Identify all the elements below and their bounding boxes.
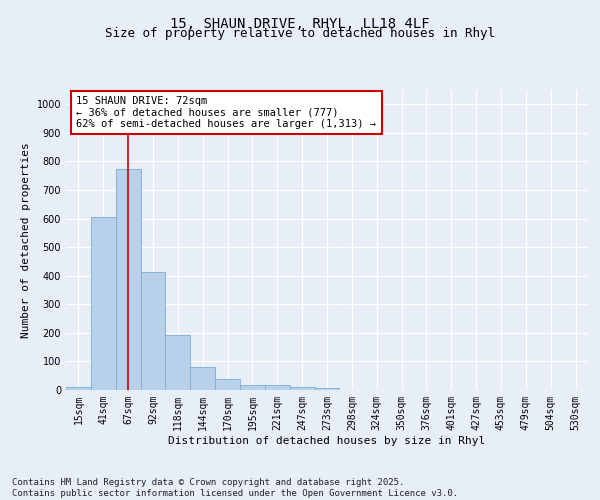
Bar <box>66 386 91 390</box>
Text: Size of property relative to detached houses in Rhyl: Size of property relative to detached ho… <box>105 28 495 40</box>
Bar <box>240 385 265 390</box>
Bar <box>116 168 140 390</box>
Bar <box>166 335 190 390</box>
Bar <box>290 386 314 390</box>
Bar <box>314 388 340 390</box>
Text: Contains HM Land Registry data © Crown copyright and database right 2025.
Contai: Contains HM Land Registry data © Crown c… <box>12 478 458 498</box>
Bar <box>190 367 215 390</box>
Text: 15 SHAUN DRIVE: 72sqm
← 36% of detached houses are smaller (777)
62% of semi-det: 15 SHAUN DRIVE: 72sqm ← 36% of detached … <box>76 96 376 129</box>
X-axis label: Distribution of detached houses by size in Rhyl: Distribution of detached houses by size … <box>169 436 485 446</box>
Text: 15, SHAUN DRIVE, RHYL, LL18 4LF: 15, SHAUN DRIVE, RHYL, LL18 4LF <box>170 18 430 32</box>
Bar <box>215 378 240 390</box>
Y-axis label: Number of detached properties: Number of detached properties <box>21 142 31 338</box>
Bar <box>265 385 290 390</box>
Bar <box>91 217 116 390</box>
Bar <box>140 272 166 390</box>
